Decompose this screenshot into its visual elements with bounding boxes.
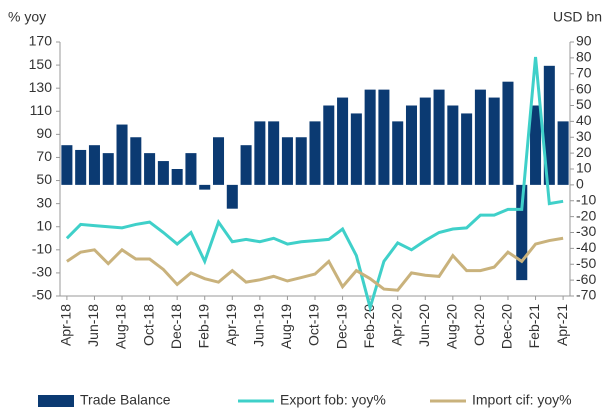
y-tick-label: 10: [36, 217, 52, 233]
x-tick-label: Oct-20: [471, 304, 487, 346]
y-tick-label: -10: [32, 241, 52, 257]
line: [65, 56, 564, 314]
y-tick-label: 130: [29, 79, 53, 95]
y2-tick-label: 30: [576, 128, 592, 144]
x-tick-label: Aug-20: [444, 304, 460, 349]
y2-tick-label: 10: [576, 160, 592, 176]
bar: [557, 121, 569, 185]
x-tick-label: Dec-18: [168, 304, 184, 349]
y-tick-label: -50: [32, 287, 52, 303]
bar: [405, 105, 417, 185]
bar: [516, 184, 528, 281]
legend-label: Export fob: yoy%: [280, 392, 386, 408]
y2-tick-label: 80: [576, 49, 592, 65]
bar: [102, 153, 114, 185]
x-tick-label: Oct-19: [306, 304, 322, 346]
bar: [474, 89, 486, 185]
y2-tick-label: -60: [576, 271, 596, 287]
bar: [337, 97, 349, 185]
x-tick-label: Aug-19: [278, 304, 294, 349]
bar: [213, 137, 225, 185]
y2-tick-label: 40: [576, 112, 592, 128]
bar: [199, 184, 211, 190]
line: [66, 236, 564, 292]
legend-label: Import cif: yoy%: [472, 392, 572, 408]
y2-tick-label: -10: [576, 191, 596, 207]
y2-tick-label: 90: [576, 33, 592, 49]
bar: [502, 81, 514, 185]
y-tick-label: -30: [32, 264, 52, 280]
x-tick-label: Jun-20: [416, 304, 432, 347]
bar: [88, 145, 100, 185]
y2-tick-label: -30: [576, 223, 596, 239]
bar: [350, 113, 362, 185]
bar: [295, 137, 307, 185]
y-tick-label: 50: [36, 171, 52, 187]
x-tick-label: Feb-20: [361, 304, 377, 349]
bar: [488, 97, 500, 185]
x-tick-label: Apr-18: [58, 304, 74, 346]
x-tick-label: Apr-20: [388, 304, 404, 346]
x-tick-label: Apr-21: [554, 304, 570, 346]
bar: [461, 113, 473, 185]
y2-tick-label: -40: [576, 239, 596, 255]
bar: [240, 145, 252, 185]
bar: [268, 121, 280, 185]
x-tick-label: Apr-19: [223, 304, 239, 346]
bar: [226, 184, 238, 209]
x-tick-label: Jun-18: [85, 304, 101, 347]
y2-tick-label: 70: [576, 64, 592, 80]
bar: [75, 149, 87, 185]
bar: [61, 145, 73, 185]
y-tick-label: 70: [36, 148, 52, 164]
x-tick-label: Jun-19: [251, 304, 267, 347]
bar: [130, 137, 142, 185]
legend-label: Trade Balance: [80, 392, 171, 408]
bar: [171, 169, 183, 185]
y-tick-label: 170: [29, 33, 53, 49]
y2-tick-label: -50: [576, 255, 596, 271]
y-tick-label: 110: [30, 102, 53, 118]
y2-axis-label: USD bn: [553, 9, 602, 25]
x-tick-label: Dec-20: [499, 304, 515, 349]
bar: [392, 121, 404, 185]
y-tick-label: 150: [29, 56, 53, 72]
x-tick-label: Oct-18: [140, 304, 156, 346]
x-tick-label: Feb-21: [526, 304, 542, 349]
bar: [530, 105, 542, 185]
bar: [378, 89, 390, 185]
y2-tick-label: 20: [576, 144, 592, 160]
bar: [157, 161, 169, 185]
bar: [364, 89, 376, 185]
y2-tick-label: 60: [576, 80, 592, 96]
y2-tick-label: 0: [576, 176, 584, 192]
bar: [185, 153, 197, 185]
x-tick-label: Dec-19: [333, 304, 349, 349]
y2-tick-label: 50: [576, 96, 592, 112]
y2-tick-label: -70: [576, 287, 596, 303]
x-tick-label: Aug-18: [113, 304, 129, 349]
legend-swatch: [38, 395, 74, 407]
bar: [309, 121, 321, 185]
bar: [116, 124, 128, 185]
bar: [433, 89, 445, 185]
bar: [419, 97, 431, 185]
y-tick-label: 30: [36, 194, 52, 210]
y2-tick-label: -20: [576, 207, 596, 223]
y-axis-label: % yoy: [8, 9, 46, 25]
y-tick-label: 90: [36, 125, 52, 141]
bar: [144, 153, 156, 185]
bar: [281, 137, 293, 185]
bar: [447, 105, 459, 185]
bar: [543, 65, 555, 185]
bar: [323, 105, 335, 185]
x-tick-label: Feb-19: [195, 304, 211, 349]
bar: [254, 121, 266, 185]
